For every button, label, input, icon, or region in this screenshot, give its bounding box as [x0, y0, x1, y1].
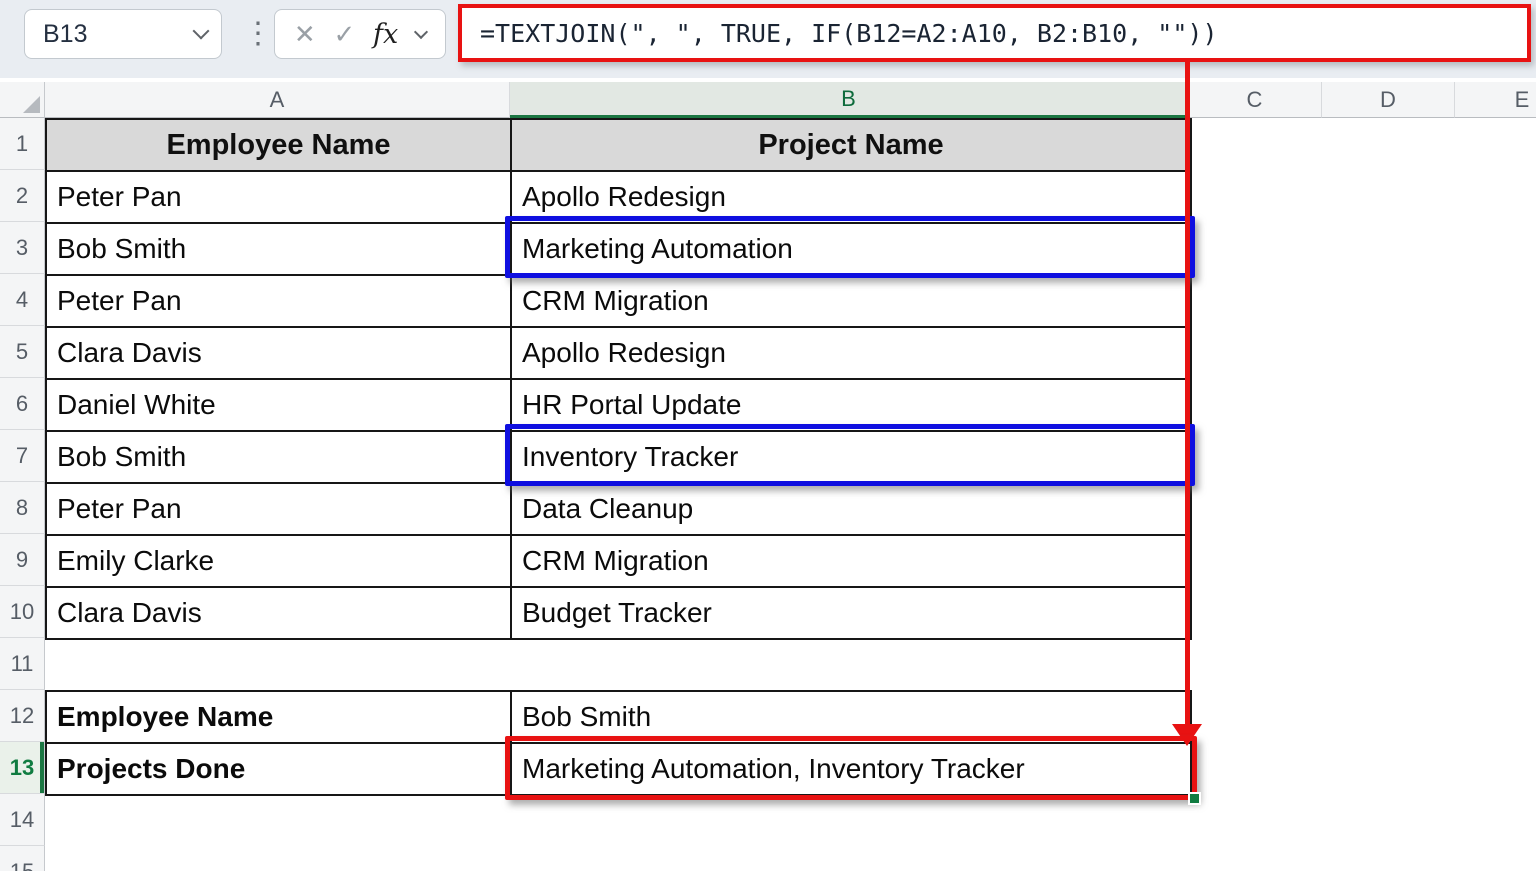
formula-buttons: ✕ ✓ fx [274, 9, 446, 59]
cell-b9[interactable]: CRM Migration [510, 534, 1192, 588]
row-header-11[interactable]: 11 [0, 638, 45, 690]
table-row: Peter Pan CRM Migration [45, 274, 1192, 328]
insert-function-icon[interactable]: fx [373, 18, 399, 50]
row-header-9[interactable]: 9 [0, 534, 45, 586]
cell-b7[interactable]: Inventory Tracker [510, 430, 1192, 484]
cell-a9[interactable]: Emily Clarke [45, 534, 512, 588]
row-header-15[interactable]: 15 [0, 846, 45, 871]
cell-a4[interactable]: Peter Pan [45, 274, 512, 328]
table-row: Emily Clarke CRM Migration [45, 534, 1192, 588]
table-row: Projects Done Marketing Automation, Inve… [45, 742, 1192, 796]
table-row: Peter Pan Data Cleanup [45, 482, 1192, 536]
column-header-e[interactable]: E [1455, 82, 1536, 118]
row-header-2[interactable]: 2 [0, 170, 45, 222]
table-row: Bob Smith Inventory Tracker [45, 430, 1192, 484]
row-header-12[interactable]: 12 [0, 690, 45, 742]
cell-b5[interactable]: Apollo Redesign [510, 326, 1192, 380]
table-row: Clara Davis Apollo Redesign [45, 326, 1192, 380]
column-header-a[interactable]: A [45, 82, 510, 118]
cell-a3[interactable]: Bob Smith [45, 222, 512, 276]
name-box[interactable]: B13 [24, 9, 222, 59]
cell-b3[interactable]: Marketing Automation [510, 222, 1192, 276]
select-all-triangle-icon [23, 96, 40, 113]
row-header-7[interactable]: 7 [0, 430, 45, 482]
cell-a1[interactable]: Employee Name [45, 118, 512, 172]
table-row: Peter Pan Apollo Redesign [45, 170, 1192, 224]
cell-b12[interactable]: Bob Smith [510, 690, 1192, 744]
column-header-d[interactable]: D [1322, 82, 1455, 118]
table-row: Daniel White HR Portal Update [45, 378, 1192, 432]
cell-a13[interactable]: Projects Done [45, 742, 512, 796]
table-row: Employee Name Bob Smith [45, 690, 1192, 744]
cell-b6[interactable]: HR Portal Update [510, 378, 1192, 432]
cell-b1[interactable]: Project Name [510, 118, 1192, 172]
name-box-value[interactable]: B13 [43, 19, 88, 48]
chevron-down-icon[interactable] [413, 24, 429, 40]
cell-a6[interactable]: Daniel White [45, 378, 512, 432]
row-header-5[interactable]: 5 [0, 326, 45, 378]
row-header-8[interactable]: 8 [0, 482, 45, 534]
cell-a2[interactable]: Peter Pan [45, 170, 512, 224]
column-header-c[interactable]: C [1188, 82, 1322, 118]
row-headers: 1 2 3 4 5 6 7 8 9 10 11 12 13 14 15 [0, 118, 45, 871]
table-row: Clara Davis Budget Tracker [45, 586, 1192, 640]
cell-b10[interactable]: Budget Tracker [510, 586, 1192, 640]
row-header-13-selected[interactable]: 13 [0, 742, 45, 794]
cell-a10[interactable]: Clara Davis [45, 586, 512, 640]
cell-a7[interactable]: Bob Smith [45, 430, 512, 484]
enter-icon[interactable]: ✓ [333, 18, 356, 49]
cell-b13-result[interactable]: Marketing Automation, Inventory Tracker [510, 742, 1192, 796]
cell-b8[interactable]: Data Cleanup [510, 482, 1192, 536]
cell-a12[interactable]: Employee Name [45, 690, 512, 744]
row-header-10[interactable]: 10 [0, 586, 45, 638]
chevron-down-icon[interactable] [192, 22, 210, 40]
table-row: Employee Name Project Name [45, 118, 1192, 172]
cell-b4[interactable]: CRM Migration [510, 274, 1192, 328]
row-header-1[interactable]: 1 [0, 118, 45, 170]
row-header-6[interactable]: 6 [0, 378, 45, 430]
formula-toolbar: B13 ⋮ ✕ ✓ fx =TEXTJOIN(", ", TRUE, IF(B1… [0, 0, 1536, 78]
grip-dots-icon[interactable]: ⋮ [243, 17, 273, 50]
cancel-icon[interactable]: ✕ [293, 18, 316, 49]
formula-text[interactable]: =TEXTJOIN(", ", TRUE, IF(B12=A2:A10, B2:… [480, 18, 1218, 48]
table-row: Bob Smith Marketing Automation [45, 222, 1192, 276]
cell-b2[interactable]: Apollo Redesign [510, 170, 1192, 224]
select-all-corner[interactable] [0, 82, 45, 118]
cell-a8[interactable]: Peter Pan [45, 482, 512, 536]
column-header-b[interactable]: B [510, 82, 1188, 118]
row-header-4[interactable]: 4 [0, 274, 45, 326]
formula-bar[interactable]: =TEXTJOIN(", ", TRUE, IF(B12=A2:A10, B2:… [458, 4, 1531, 62]
cell-a5[interactable]: Clara Davis [45, 326, 512, 380]
row-header-3[interactable]: 3 [0, 222, 45, 274]
row-header-14[interactable]: 14 [0, 794, 45, 846]
